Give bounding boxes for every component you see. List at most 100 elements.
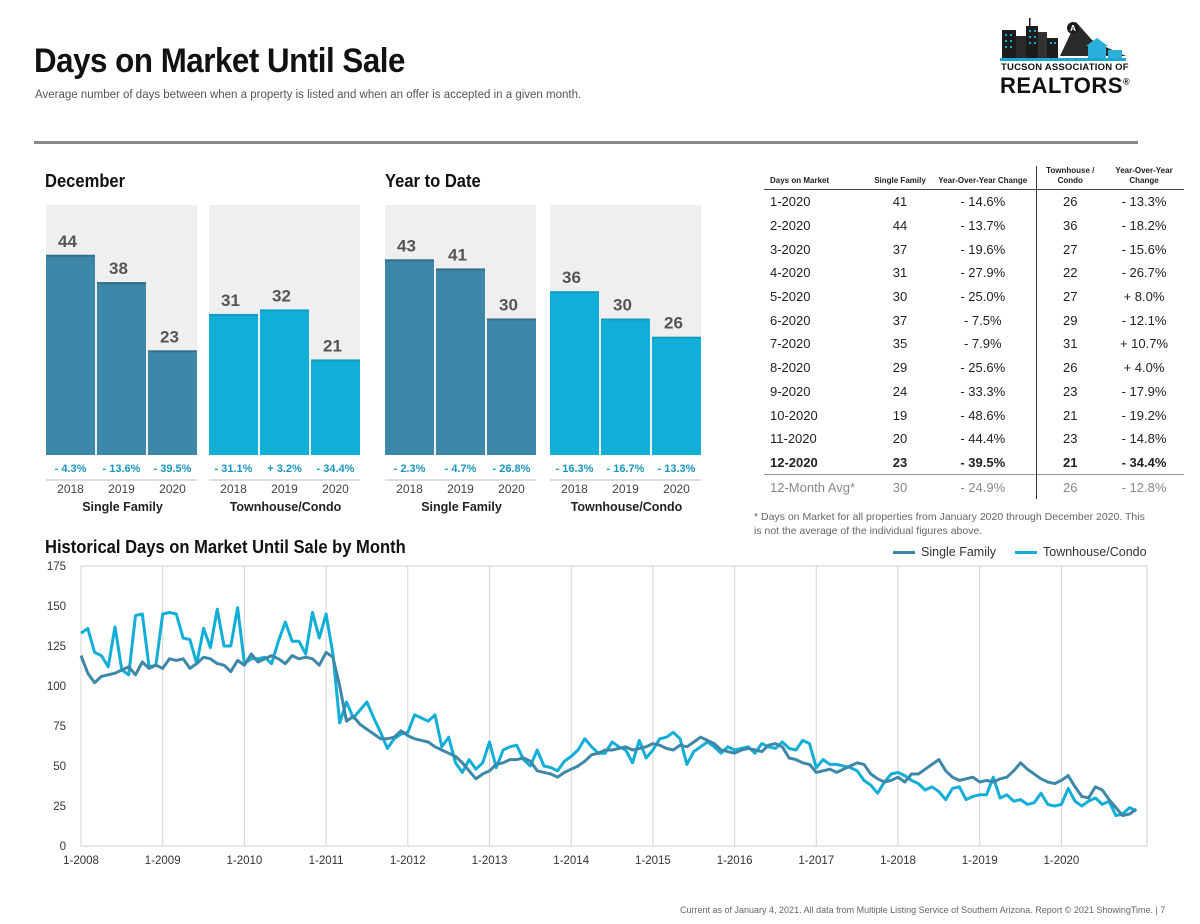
yoy-change-label: - 26.8%: [493, 463, 531, 475]
table-cell: - 7.9%: [930, 332, 1037, 356]
legend-townhouse-condo: Townhouse/Condo: [1015, 545, 1147, 559]
year-tick-label: 2020: [663, 482, 690, 496]
historical-line-chart: 1-2008 1-2009 1-2010 1-2011 1-2012 1-2013 1-20…: [47, 561, 1148, 867]
december-bar: [209, 313, 258, 455]
table-row: 8-2020 29 - 25.6% 26 + 4.0%: [764, 355, 1184, 380]
page-footer: Current as of January 4, 2021. All data …: [680, 905, 1166, 915]
table-header-cell: Days on Market: [764, 166, 870, 190]
ytd-bar: [550, 291, 599, 455]
table-cell: 7-2020: [770, 336, 811, 352]
table-cell: 26: [1063, 194, 1078, 210]
group-label: Single Family: [82, 500, 163, 514]
year-tick-label: 2019: [108, 482, 135, 496]
bar-value-label: 43: [397, 236, 416, 255]
table-row: 3-2020 37 - 19.6% 27 - 15.6%: [764, 237, 1184, 262]
header-divider: [34, 141, 1138, 144]
yoy-change-label: - 2.3%: [394, 463, 426, 475]
legend-label: Single Family: [921, 545, 997, 559]
townhouse-condo-line: [80, 606, 1137, 818]
yoy-change-label: + 3.2%: [267, 463, 302, 475]
table-row: 1-2020 41 - 14.6% 26 - 13.3%: [764, 189, 1184, 214]
table-cell: 29: [1063, 312, 1078, 328]
bar-charts: 44 - 4.3% 2018 38 - 13.6% 2019 23 - 39.5% 2020 Si…: [46, 205, 701, 514]
bar-top-edge: [550, 291, 599, 294]
bar-value-label: 38: [109, 259, 128, 278]
table-row: 7-2020 35 - 7.9% 31 + 10.7%: [764, 332, 1184, 356]
table-cell: 30: [892, 289, 908, 305]
table-cell: - 44.4%: [930, 426, 1037, 451]
bar-top-edge: [46, 254, 95, 257]
table-cell: - 12.8%: [1104, 474, 1184, 499]
year-tick-label: 2020: [498, 482, 525, 496]
table-cell: 3-2020: [770, 241, 811, 257]
yoy-change-label: - 16.7%: [607, 463, 645, 475]
table-cell: - 19.6%: [930, 237, 1037, 262]
group-label: Townhouse/Condo: [230, 500, 342, 514]
table-cell: - 25.0%: [930, 284, 1037, 309]
december-bar: [260, 309, 309, 455]
x-tick-label: 1-2020: [1043, 855, 1079, 867]
bar-top-edge: [436, 268, 485, 271]
table-cell: 11-2020: [770, 431, 817, 447]
y-tick-label: 150: [47, 601, 66, 613]
year-tick-label: 2018: [57, 482, 84, 496]
table-row: 10-2020 19 - 48.6% 21 - 19.2%: [764, 403, 1184, 427]
table-cell: 23: [1063, 383, 1078, 399]
table-cell: - 14.8%: [1121, 431, 1167, 447]
ytd-bar: [601, 318, 650, 455]
bar-value-label: 44: [58, 232, 77, 251]
table-cell: 31: [892, 265, 908, 281]
table-cell: - 18.2%: [1121, 218, 1167, 234]
table-cell: - 24.9%: [930, 474, 1037, 499]
x-tick-label: 1-2013: [472, 855, 508, 867]
group-label: Townhouse/Condo: [571, 500, 683, 514]
bar-top-edge: [260, 309, 309, 312]
table-cell: 21: [1063, 454, 1078, 470]
table-cell: 37: [892, 241, 908, 257]
year-tick-label: 2019: [447, 482, 474, 496]
table-cell: 29: [892, 360, 908, 376]
svg-text:A: A: [1070, 24, 1076, 33]
table-cell: - 13.3%: [1121, 194, 1167, 210]
year-tick-label: 2020: [322, 482, 349, 496]
x-tick-label: 1-2019: [962, 855, 998, 867]
realtors-logo: A TUCSON ASSOCIATION OF REALTORS®: [1000, 16, 1130, 100]
x-tick-label: 1-2017: [798, 855, 834, 867]
december-bar: [46, 254, 95, 455]
y-tick-label: 75: [53, 721, 66, 733]
bar-value-label: 21: [323, 336, 342, 355]
table-cell: - 19.2%: [1121, 407, 1167, 423]
table-cell: - 26.7%: [1121, 265, 1167, 281]
table-cell: 26: [1063, 360, 1078, 376]
table-cell: - 13.7%: [930, 213, 1037, 238]
x-tick-label: 1-2012: [390, 855, 426, 867]
bar-top-edge: [209, 313, 258, 316]
y-tick-label: 125: [47, 641, 66, 653]
logo-line2: REALTORS®: [1000, 73, 1131, 98]
table-row: 5-2020 30 - 25.0% 27 + 8.0%: [764, 284, 1184, 309]
table-row: 11-2020 20 - 44.4% 23 - 14.8%: [764, 426, 1184, 451]
table-cell: 27: [1063, 241, 1078, 257]
table-cell: - 34.4%: [1121, 454, 1167, 470]
ytd-bar: [652, 336, 701, 455]
table-cell: 4-2020: [770, 265, 811, 281]
table-footnote: * Days on Market for all properties from…: [754, 511, 1145, 537]
year-tick-label: 2019: [271, 482, 298, 496]
ytd-bar: [487, 318, 536, 455]
bar-value-label: 30: [499, 296, 518, 315]
days-on-market-table: Days on Market Single Family Year-Over-Y…: [764, 166, 1184, 499]
table-cell: 35: [892, 336, 908, 352]
bar-top-edge: [311, 359, 360, 362]
y-tick-label: 175: [47, 561, 66, 573]
skyline-logo-icon: A: [1000, 18, 1130, 61]
table-cell: 6-2020: [770, 312, 811, 328]
bar-value-label: 30: [613, 296, 632, 315]
table-cell: - 25.6%: [930, 355, 1037, 380]
x-tick-label: 1-2008: [63, 855, 99, 867]
table-row: 4-2020 31 - 27.9% 22 - 26.7%: [764, 261, 1184, 285]
december-title: December: [45, 171, 126, 191]
ytd-bar: [436, 268, 485, 455]
table-cell: - 14.6%: [930, 189, 1037, 214]
y-tick-label: 0: [60, 841, 66, 853]
table-cell: 19: [892, 407, 908, 423]
